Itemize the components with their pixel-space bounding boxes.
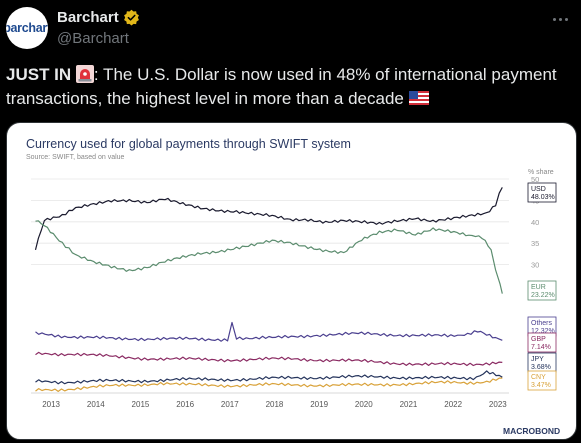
x-tick-label: 2018 — [266, 400, 284, 409]
end-label-box-gbp — [527, 332, 557, 353]
siren-emoji-icon — [75, 65, 94, 83]
author-name[interactable]: Barchart — [57, 9, 119, 26]
line-chart: Currency used for global payments throug… — [26, 137, 560, 436]
x-tick-label: 2013 — [42, 400, 60, 409]
end-label-box-eur — [527, 280, 557, 301]
chart-unit-label: % share — [528, 169, 554, 176]
x-tick-label: 2017 — [221, 400, 239, 409]
author-handle[interactable]: @Barchart — [57, 30, 129, 47]
x-tick-label: 2019 — [310, 400, 328, 409]
series-value-label: 3.68% — [531, 364, 551, 371]
avatar[interactable]: barchart — [6, 7, 48, 49]
series-value-label: 48.03% — [531, 194, 555, 201]
more-options-icon[interactable] — [553, 14, 575, 24]
series-line-cny — [35, 377, 503, 392]
y-tick-label: 30 — [531, 261, 539, 270]
chart-brand: MACROBOND — [503, 426, 560, 436]
series-value-label: 7.14% — [531, 344, 551, 351]
series-name-label: GBP — [531, 336, 546, 343]
avatar-logo-text: barchart — [6, 21, 48, 35]
series-value-label: 12.32% — [531, 328, 555, 335]
series-value-label: 23.22% — [531, 292, 555, 299]
y-tick-label: 35 — [531, 239, 539, 248]
x-tick-label: 2022 — [444, 400, 462, 409]
chart-subtitle: Source: SWIFT, based on value — [26, 154, 125, 161]
x-tick-label: 2020 — [355, 400, 373, 409]
us-flag-emoji-icon — [408, 91, 429, 105]
tweet-headline: JUST IN — [6, 65, 72, 84]
series-line-usd — [34, 187, 503, 251]
series-name-label: Others — [531, 320, 553, 327]
tweet-text: JUST IN : The U.S. Dollar is now used in… — [6, 63, 566, 111]
series-name-label: JPY — [531, 356, 544, 363]
series-line-jpy — [35, 370, 503, 385]
x-tick-label: 2023 — [489, 400, 507, 409]
x-tick-label: 2016 — [176, 400, 194, 409]
chart-image-card[interactable]: Currency used for global payments throug… — [6, 122, 577, 440]
series-line-others — [35, 321, 503, 342]
series-line-gbp — [35, 351, 503, 367]
series-line-eur — [35, 220, 503, 294]
end-label-box-cny — [527, 370, 557, 391]
y-tick-label: 40 — [531, 218, 539, 227]
x-tick-label: 2014 — [87, 400, 105, 409]
x-tick-label: 2015 — [132, 400, 150, 409]
chart-title: Currency used for global payments throug… — [26, 137, 351, 151]
y-tick-label: 50 — [531, 175, 539, 184]
series-name-label: EUR — [531, 284, 546, 291]
author-row: Barchart — [57, 9, 140, 26]
end-label-box-usd — [527, 182, 557, 203]
tweet-text-line1: : The U.S. Dollar is now used in 48% of … — [93, 65, 557, 84]
series-name-label: CNY — [531, 374, 546, 381]
series-name-label: USD — [531, 186, 546, 193]
verified-badge-icon — [123, 9, 139, 26]
tweet-text-line2: transactions, the highest level in more … — [6, 89, 404, 108]
series-value-label: 3.47% — [531, 382, 551, 389]
x-tick-label: 2021 — [400, 400, 418, 409]
